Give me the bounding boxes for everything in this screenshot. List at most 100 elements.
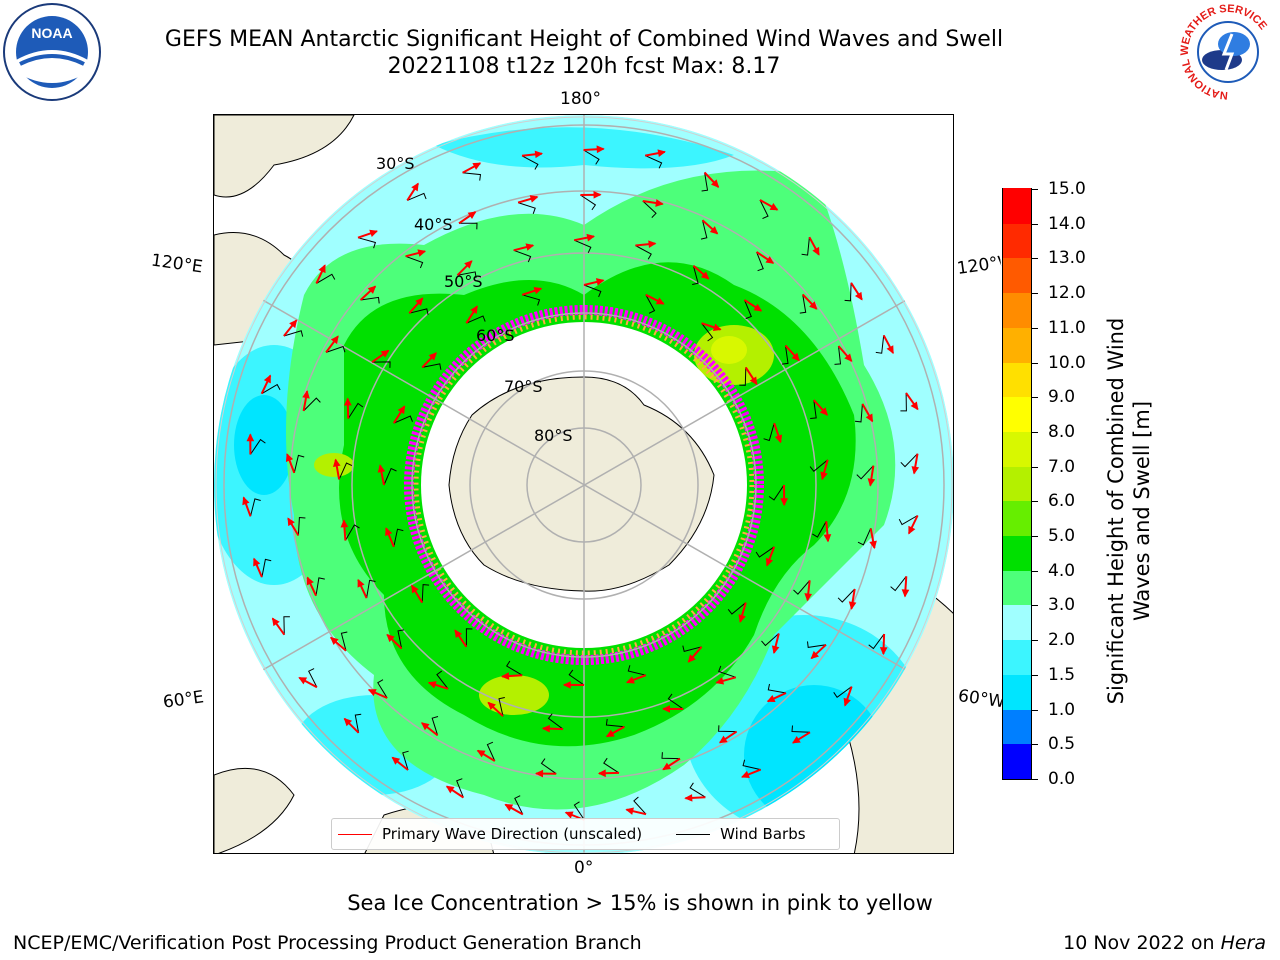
colorbar-tick-label: 5.0	[1048, 526, 1076, 547]
wave-arrow-head	[626, 676, 635, 684]
lat-label-40: 40°S	[414, 215, 453, 234]
wind-barb	[890, 575, 907, 592]
wind-barb	[603, 757, 620, 774]
wind-barb	[768, 484, 785, 501]
wave-arrow-head	[263, 374, 271, 384]
wind-barb	[635, 245, 652, 260]
wind-barb	[402, 750, 409, 771]
wave-arrow-head	[804, 593, 813, 602]
wave-arrow-head	[242, 496, 250, 506]
wind-barb	[583, 284, 602, 298]
wind-barb	[436, 670, 449, 690]
wind-barb	[781, 345, 789, 365]
wind-barb	[514, 795, 524, 815]
wind-barb	[344, 524, 360, 541]
wave-arrow-head	[427, 681, 437, 689]
wave-arrow-head	[386, 633, 395, 643]
map-legend: Primary Wave Direction (unscaled) Wind B…	[331, 818, 840, 850]
wave-arrow-head	[380, 349, 390, 358]
wind-barb	[791, 725, 811, 733]
wave-arrow-head	[428, 352, 437, 361]
wind-barb	[837, 588, 856, 603]
colorbar-segment	[1003, 361, 1031, 398]
wave-arrow-head	[411, 584, 419, 594]
colorbar-segment	[1003, 570, 1031, 606]
wind-barb	[405, 255, 424, 269]
wave-arrow-head	[879, 647, 888, 656]
polar-map: 30°S 40°S 50°S 60°S 70°S 80°S	[213, 114, 954, 854]
colorbar-segment	[1003, 500, 1031, 537]
wind-barb	[759, 199, 769, 220]
wind-barb	[486, 741, 496, 762]
colorbar-segment	[1003, 292, 1031, 328]
wind-barb	[360, 296, 380, 304]
wave-arrow-head	[655, 199, 664, 207]
wind-barb	[682, 645, 702, 653]
wind-barb	[900, 453, 918, 468]
wind-barb	[692, 265, 699, 285]
lat-label-30: 30°S	[376, 154, 415, 173]
wind-barb	[574, 239, 592, 254]
wave-arrow-head	[771, 645, 780, 654]
wave-arrow-head	[712, 323, 722, 331]
wave-arrow-head	[332, 458, 341, 468]
noaa-logo-text: NOAA	[31, 25, 72, 41]
plot-title: GEFS MEAN Antarctic Significant Height o…	[164, 27, 1004, 52]
sea-ice-caption: Sea Ice Concentration > 15% is shown in …	[347, 891, 933, 915]
colorbar-tick-label: 8.0	[1048, 421, 1076, 442]
wind-barb	[627, 665, 646, 676]
wave-arrow-head	[810, 650, 820, 660]
colorbar-tick-mark	[1032, 189, 1038, 190]
wind-barb	[338, 462, 353, 480]
wave-arrow-head	[344, 397, 352, 406]
wind-barb	[457, 271, 477, 278]
lon-label-0: 0°	[574, 858, 594, 878]
wind-barb	[689, 782, 706, 798]
wave-arrow-head	[809, 301, 818, 310]
wind-barb	[761, 633, 780, 647]
wave-arrow-head	[330, 335, 339, 345]
nws-logo: NATIONAL WEATHER SERVICE	[1176, 2, 1280, 102]
wave-arrow-head	[417, 249, 427, 257]
wind-barb	[900, 392, 907, 412]
lon-label-60w: 60°W	[956, 686, 1004, 712]
colorbar-segment	[1003, 674, 1031, 710]
latitude-label-group: 30°S 40°S 50°S 60°S 70°S 80°S	[376, 154, 573, 445]
wind-barb	[517, 202, 536, 214]
wave-arrow-head	[411, 182, 419, 192]
legend-item-barbs: Wind Barbs	[676, 825, 806, 843]
colorbar-tick-mark	[1032, 536, 1038, 538]
wind-barb	[605, 718, 625, 728]
wind-barb	[422, 363, 442, 370]
colorbar-tick-label: 0.5	[1048, 734, 1076, 755]
wind-barb	[431, 716, 439, 736]
wave-arrow-head	[865, 413, 873, 423]
wave-arrow-head	[318, 264, 326, 274]
wave-arrow-head	[415, 297, 424, 306]
legend-barb-line	[676, 833, 711, 835]
wind-barb	[701, 322, 714, 342]
wind-barb	[767, 683, 787, 694]
wind-barb	[742, 759, 761, 771]
lon-label-180: 180°	[560, 89, 601, 109]
wind-barb	[807, 641, 827, 648]
wind-barb	[397, 629, 404, 649]
colorbar-tick-mark	[1032, 362, 1038, 364]
wave-arrow-head	[564, 811, 574, 819]
wave-arrow-head	[820, 471, 828, 481]
plot-subtitle: 20221108 t12z 120h fcst Max: 8.17	[387, 54, 781, 79]
legend-barbs-label: Wind Barbs	[720, 825, 806, 843]
wave-arrow-head	[911, 466, 920, 475]
colorbar-segment	[1003, 535, 1031, 571]
wind-barb	[718, 725, 737, 733]
wind-barb	[833, 686, 852, 699]
colorbar-segment	[1003, 604, 1031, 641]
wave-arrow-head	[605, 729, 615, 737]
wind-barb	[357, 237, 377, 249]
wave-arrow-head	[765, 557, 774, 567]
colorbar-tick-mark	[1032, 605, 1038, 607]
legend-wave-label: Primary Wave Direction (unscaled)	[382, 825, 643, 843]
wave-arrow-head	[780, 498, 788, 507]
colorbar-segment	[1003, 327, 1031, 363]
wave-arrow-head	[541, 724, 550, 733]
